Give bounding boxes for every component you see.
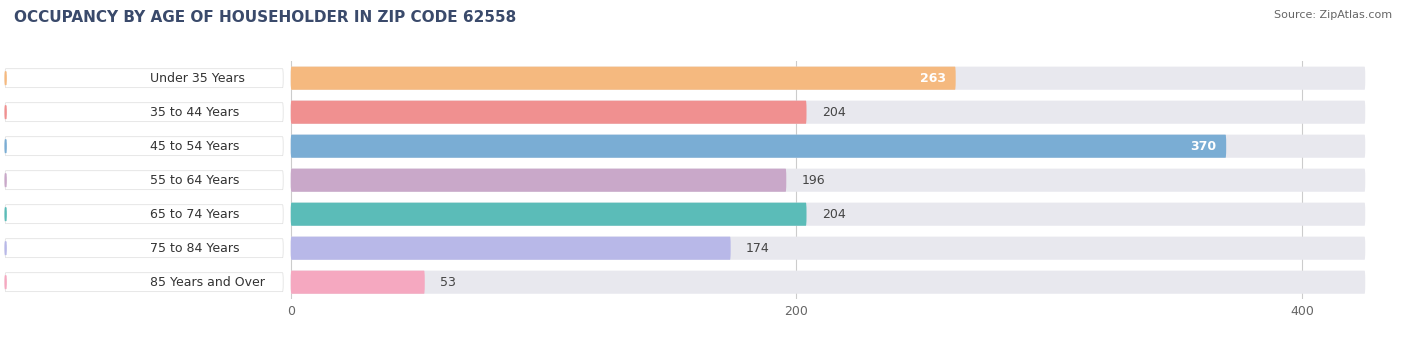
Text: 263: 263 [920, 72, 946, 85]
FancyBboxPatch shape [291, 203, 1365, 226]
Text: OCCUPANCY BY AGE OF HOUSEHOLDER IN ZIP CODE 62558: OCCUPANCY BY AGE OF HOUSEHOLDER IN ZIP C… [14, 10, 516, 25]
FancyBboxPatch shape [6, 239, 283, 258]
FancyBboxPatch shape [291, 203, 807, 226]
FancyBboxPatch shape [291, 169, 786, 192]
FancyBboxPatch shape [291, 271, 425, 294]
FancyBboxPatch shape [6, 171, 283, 190]
Text: 45 to 54 Years: 45 to 54 Years [149, 140, 239, 153]
FancyBboxPatch shape [6, 137, 283, 156]
Text: 174: 174 [745, 242, 769, 255]
Text: 204: 204 [821, 106, 845, 119]
Text: 85 Years and Over: 85 Years and Over [149, 276, 264, 289]
FancyBboxPatch shape [291, 237, 731, 260]
Text: 204: 204 [821, 208, 845, 221]
Text: Source: ZipAtlas.com: Source: ZipAtlas.com [1274, 10, 1392, 20]
FancyBboxPatch shape [291, 135, 1226, 158]
FancyBboxPatch shape [291, 135, 1365, 158]
Text: 75 to 84 Years: 75 to 84 Years [149, 242, 239, 255]
FancyBboxPatch shape [291, 169, 1365, 192]
Text: 65 to 74 Years: 65 to 74 Years [149, 208, 239, 221]
FancyBboxPatch shape [6, 69, 283, 88]
FancyBboxPatch shape [6, 273, 283, 292]
FancyBboxPatch shape [291, 101, 1365, 124]
FancyBboxPatch shape [291, 67, 956, 90]
Text: 35 to 44 Years: 35 to 44 Years [149, 106, 239, 119]
Text: 53: 53 [440, 276, 456, 289]
Text: 55 to 64 Years: 55 to 64 Years [149, 174, 239, 187]
FancyBboxPatch shape [6, 205, 283, 224]
Text: 370: 370 [1189, 140, 1216, 153]
Text: Under 35 Years: Under 35 Years [149, 72, 245, 85]
Text: 196: 196 [801, 174, 825, 187]
FancyBboxPatch shape [291, 67, 1365, 90]
FancyBboxPatch shape [6, 103, 283, 122]
FancyBboxPatch shape [291, 271, 1365, 294]
FancyBboxPatch shape [291, 237, 1365, 260]
FancyBboxPatch shape [291, 101, 807, 124]
